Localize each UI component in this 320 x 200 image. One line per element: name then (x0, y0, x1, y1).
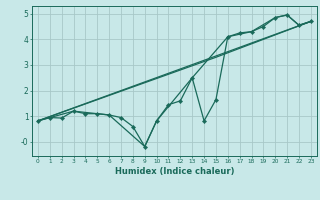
X-axis label: Humidex (Indice chaleur): Humidex (Indice chaleur) (115, 167, 234, 176)
